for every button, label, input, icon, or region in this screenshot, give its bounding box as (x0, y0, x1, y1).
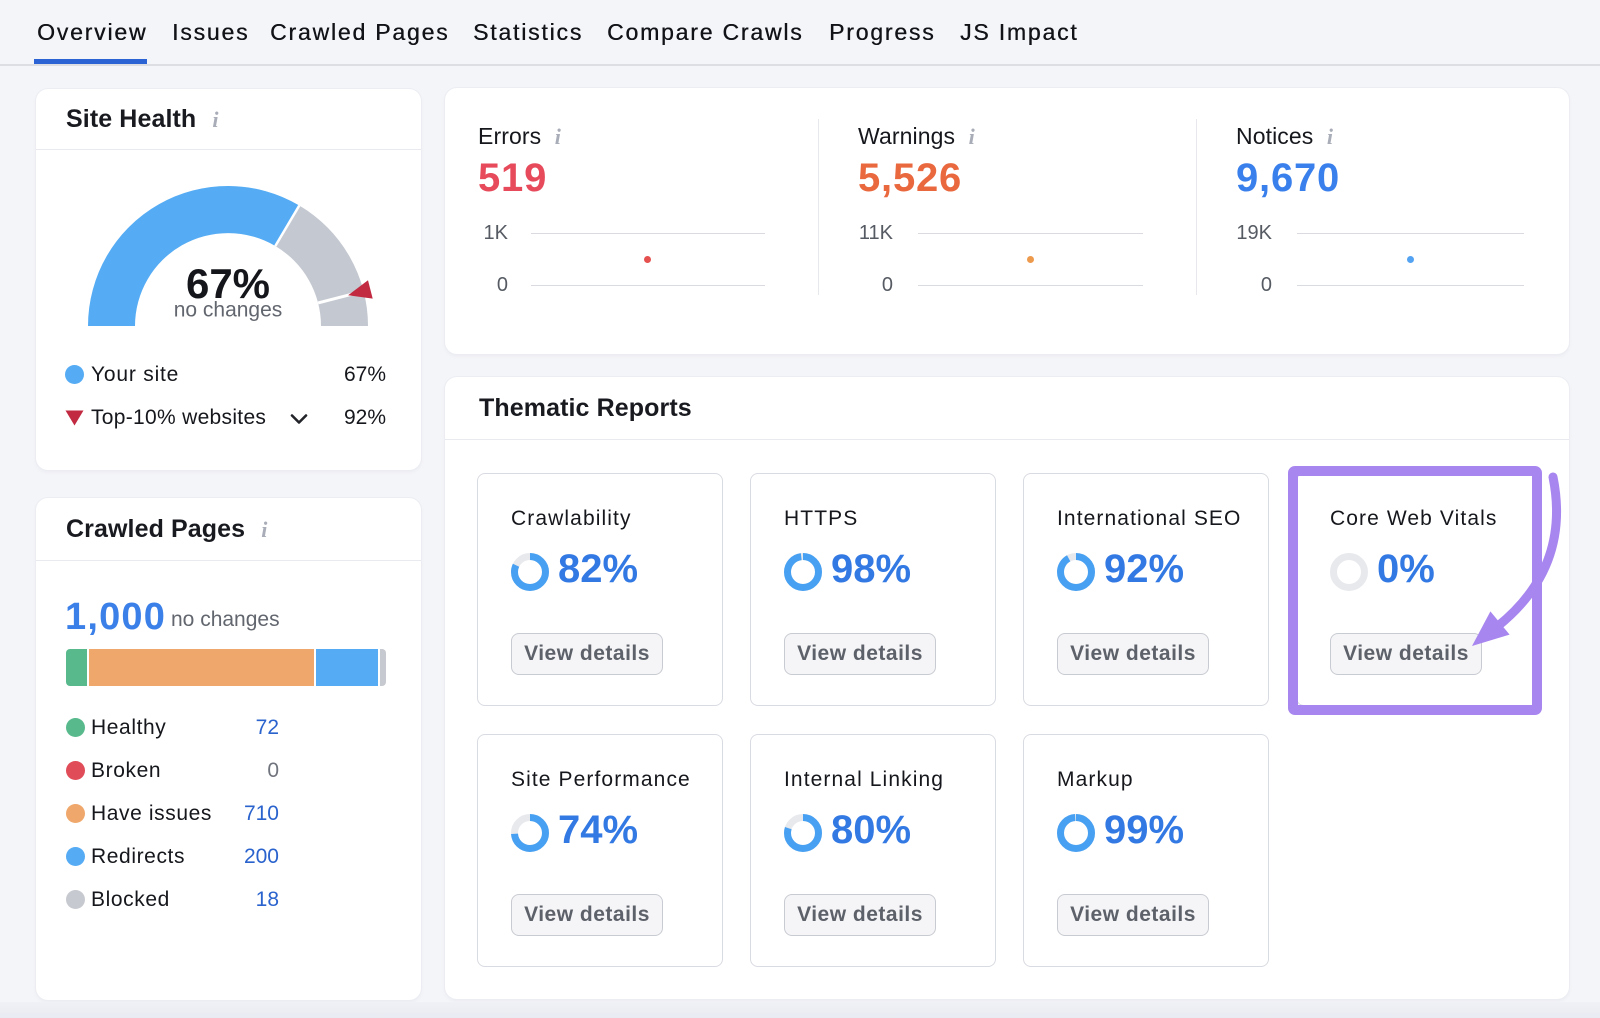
svg-text:67%: 67% (186, 260, 270, 307)
svg-text:no changes: no changes (174, 299, 283, 322)
